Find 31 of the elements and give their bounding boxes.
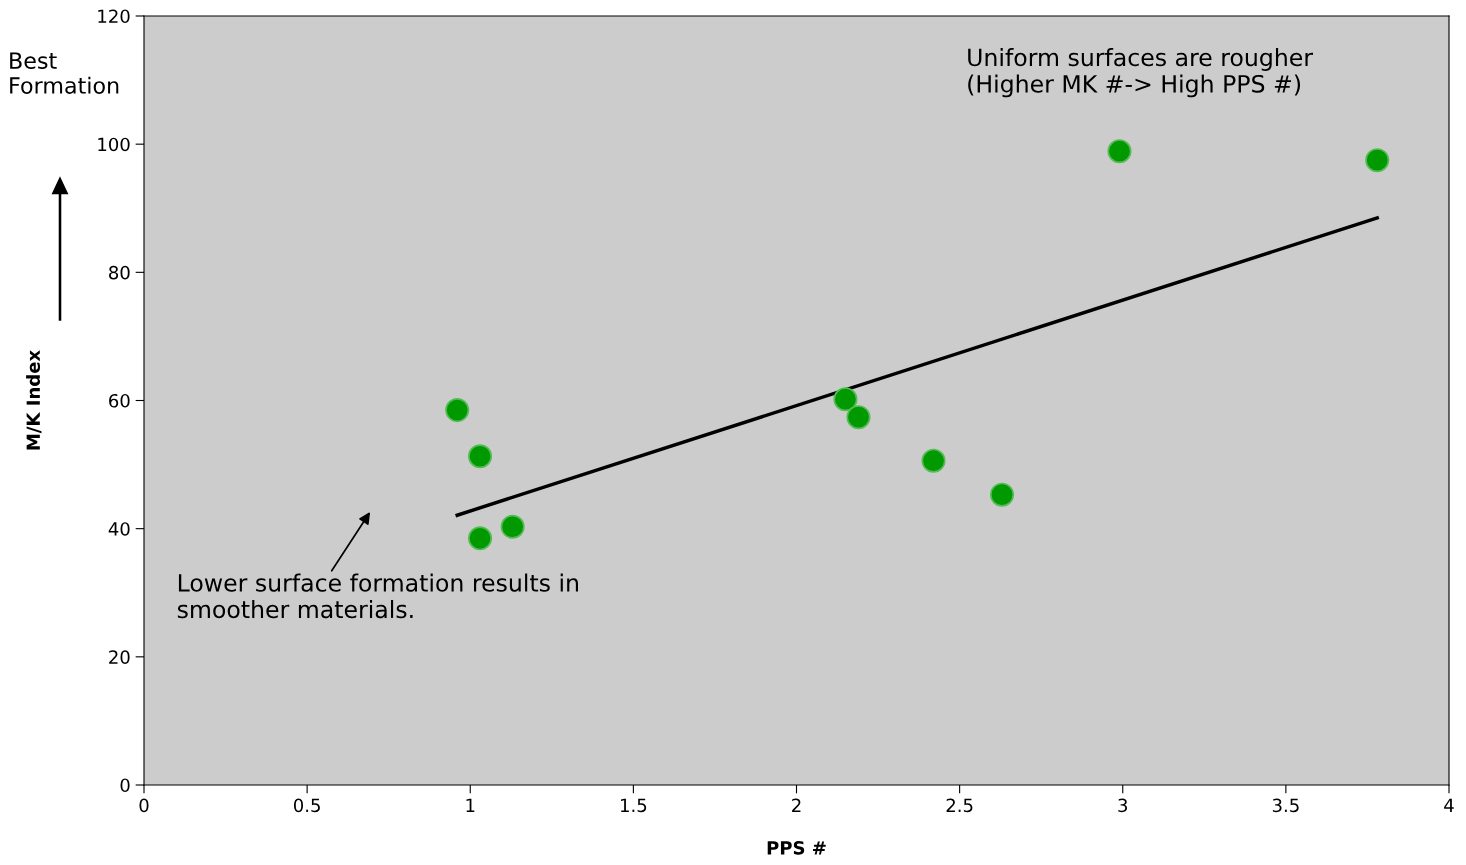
x-axis-title: PPS # xyxy=(767,840,826,855)
x-tick-label: 3.5 xyxy=(1272,798,1299,813)
x-tick-label: 2.5 xyxy=(946,798,973,813)
annotation: Lower surface formation results in smoother materials. xyxy=(177,573,578,619)
x-tick-label: 0.5 xyxy=(293,798,320,813)
point xyxy=(445,398,470,423)
y-tick-label: 60 xyxy=(109,393,130,408)
y-tick-label: 100 xyxy=(98,137,130,152)
point xyxy=(846,405,871,430)
y-tick-label: 80 xyxy=(109,265,130,280)
x-tick-label: 2 xyxy=(792,798,801,812)
point xyxy=(468,526,493,551)
y-tick-label: 20 xyxy=(109,650,130,664)
annotation: Uniform surfaces are rougher (Higher MK #-> High PPS #) xyxy=(968,48,1314,98)
y-tick-label: 40 xyxy=(108,522,130,536)
y-tick-label: 120 xyxy=(98,9,130,24)
x-tick-label: 1.5 xyxy=(621,798,647,813)
point xyxy=(500,514,525,539)
text: Best Formation xyxy=(10,52,119,94)
point xyxy=(921,448,946,473)
point xyxy=(990,482,1015,507)
point xyxy=(1107,139,1132,164)
point xyxy=(468,444,493,469)
x-tick-label: 1 xyxy=(466,798,475,812)
point xyxy=(1365,148,1390,173)
y-axis-title: M/K Index xyxy=(26,350,42,450)
x-tick-label: 0 xyxy=(139,798,149,813)
point xyxy=(833,387,858,412)
y-tick-label: 0 xyxy=(120,778,130,793)
x-tick-label: 4 xyxy=(1444,798,1454,812)
x-tick-label: 3 xyxy=(1118,798,1128,813)
